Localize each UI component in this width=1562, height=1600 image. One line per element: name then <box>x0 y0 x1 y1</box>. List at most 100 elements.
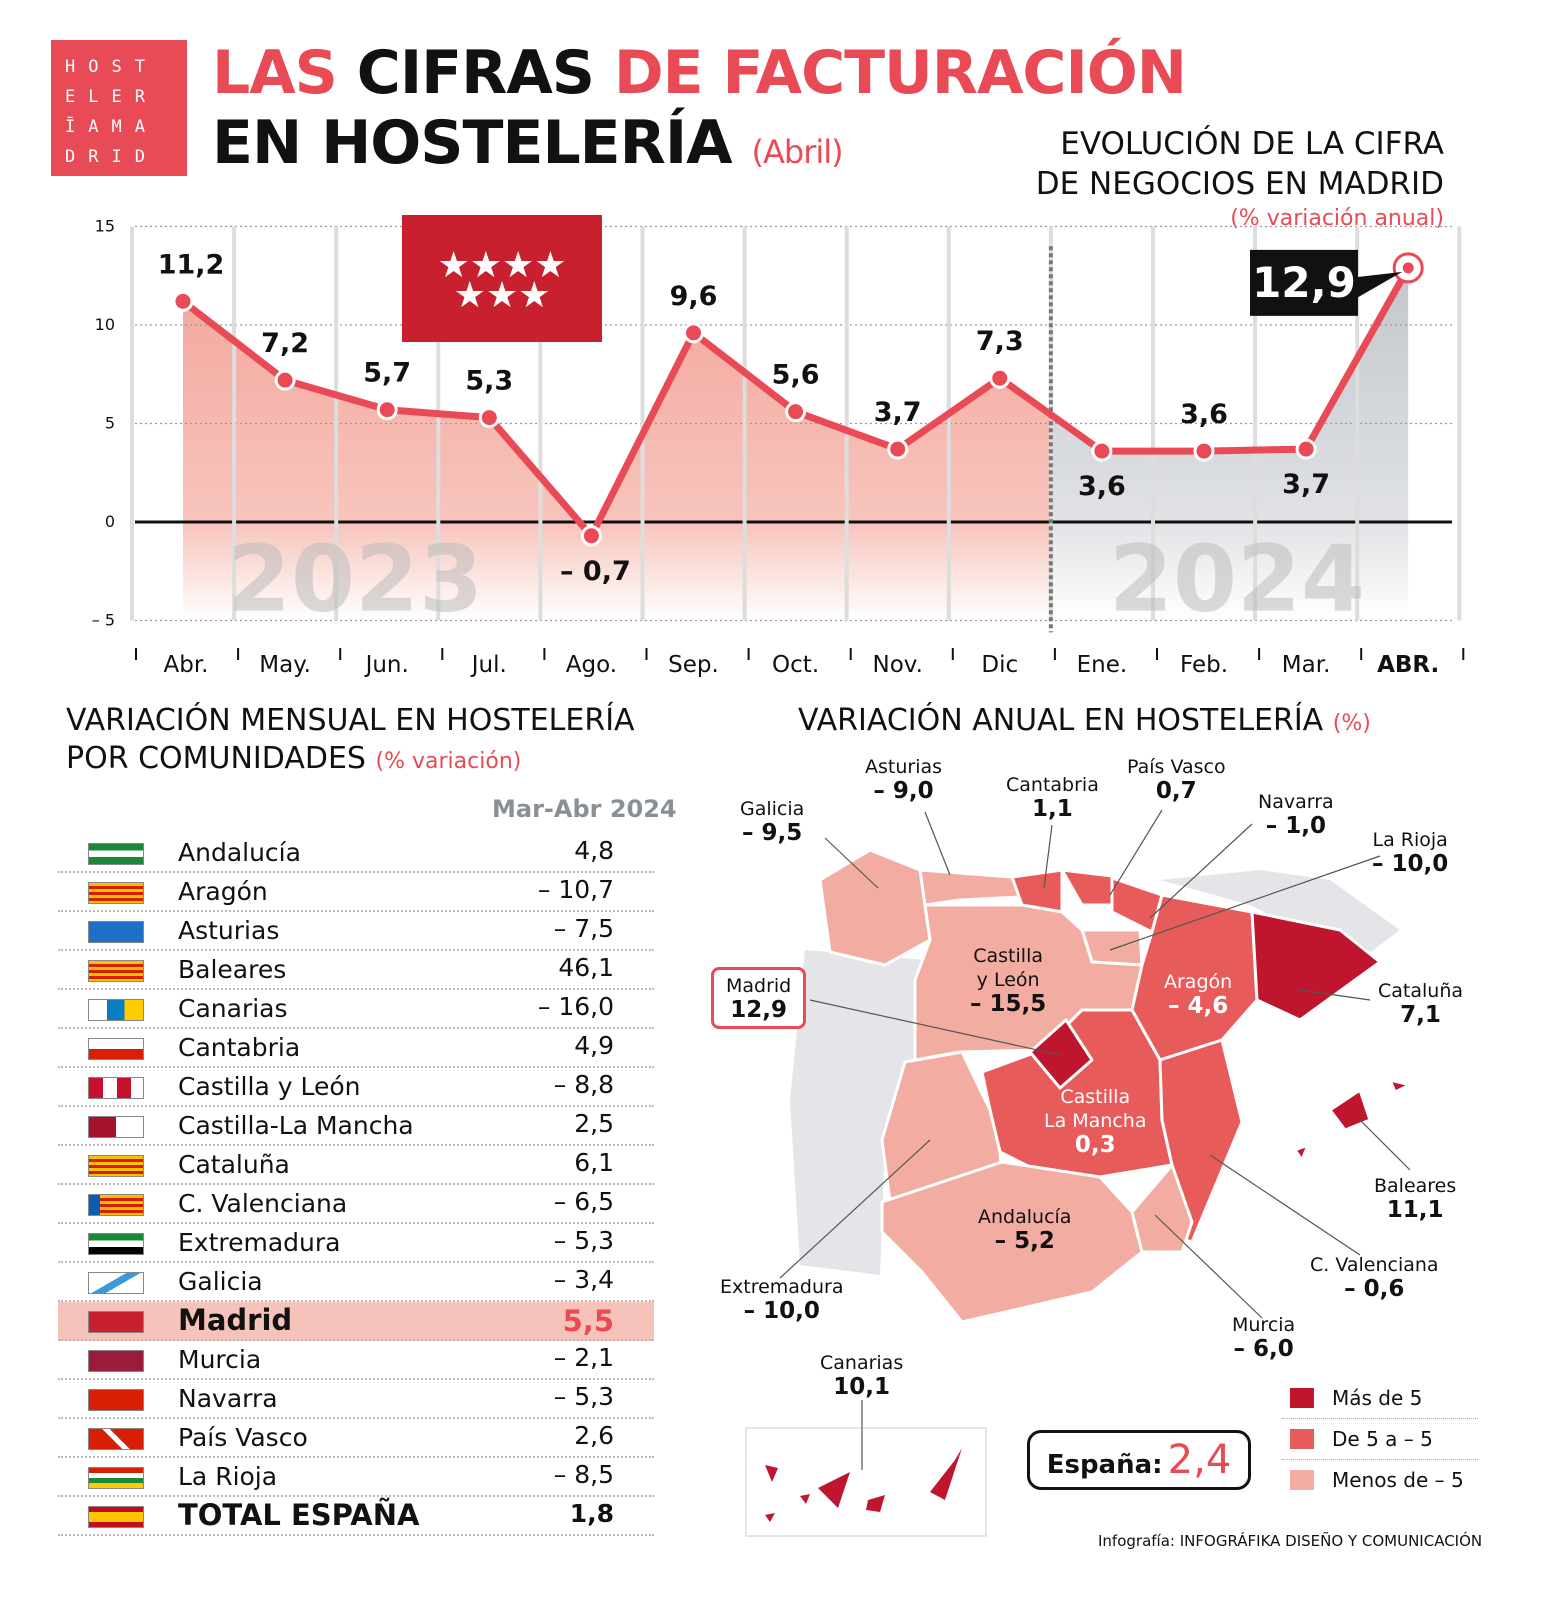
region-value: 1,1 <box>1032 796 1073 822</box>
community-name: Madrid <box>178 1303 293 1337</box>
map-label-canarias: Canarias 10,1 <box>820 1351 903 1399</box>
data-point <box>478 407 500 429</box>
region-name: C. Valenciana <box>1310 1254 1439 1276</box>
espana-total-box: España: 2,4 <box>1027 1430 1251 1490</box>
region-name: Castilla <box>973 945 1043 967</box>
data-point <box>1295 438 1317 460</box>
region-name: y León <box>976 969 1040 991</box>
credit-prefix: Infografía: <box>1098 1532 1175 1550</box>
data-point <box>683 322 704 344</box>
flag-icon-baleares <box>88 960 144 982</box>
x-tick-label: Sep. <box>668 652 719 678</box>
data-point <box>376 399 398 421</box>
community-name: La Rioja <box>178 1462 278 1491</box>
table-row: Castilla-La Mancha 2,5 <box>58 1107 654 1146</box>
flag-icon-cataluna <box>88 1155 144 1177</box>
flag-icon-espana <box>88 1506 144 1528</box>
y-tick-label: 5 <box>105 414 115 433</box>
community-value: 46,1 <box>558 953 614 982</box>
legend-swatch <box>1290 1388 1314 1408</box>
region-value: 10,1 <box>833 1374 890 1400</box>
region-andalucia <box>880 1160 1144 1324</box>
community-name: Cataluña <box>178 1150 290 1179</box>
legend-label: Menos de – 5 <box>1332 1468 1464 1492</box>
community-name: Castilla y León <box>178 1072 361 1101</box>
region-name: País Vasco <box>1127 756 1226 778</box>
community-value: – 5,3 <box>553 1226 614 1255</box>
data-point <box>172 290 194 312</box>
data-label: 3,6 <box>1180 399 1228 430</box>
x-tick-label: ABR. <box>1377 652 1439 678</box>
map-label-c-valenciana: C. Valenciana – 0,6 <box>1310 1253 1439 1301</box>
map-label-andalucia: Andalucía – 5,2 <box>978 1205 1071 1253</box>
table-row: Aragón – 10,7 <box>58 873 654 912</box>
table-row: La Rioja – 8,5 <box>58 1458 654 1497</box>
chart-title-line: EVOLUCIÓN DE LA CIFRA <box>1060 126 1444 162</box>
community-value: 1,8 <box>569 1499 614 1528</box>
section-title-line: VARIACIÓN MENSUAL EN HOSTELERÍA <box>66 703 635 738</box>
region-asturias <box>918 868 1022 907</box>
column-header: Mar-Abr 2024 <box>492 795 677 823</box>
region-value: 11,1 <box>1386 1197 1444 1223</box>
table-row: Andalucía 4,8 <box>58 834 654 873</box>
flag-icon-valencia <box>88 1194 144 1216</box>
region-murcia <box>1130 1163 1194 1254</box>
title-part: LAS <box>212 38 338 108</box>
section-title-suffix: (%) <box>1332 711 1371 736</box>
community-value: 4,9 <box>574 1031 614 1060</box>
region-name: Andalucía <box>978 1206 1072 1228</box>
community-name: TOTAL ESPAÑA <box>178 1498 420 1532</box>
x-tick-label: Jul. <box>470 652 507 678</box>
region-value: 0,7 <box>1155 778 1197 804</box>
map-label-madrid: Madrid 12,9 <box>711 967 807 1029</box>
community-name: País Vasco <box>178 1423 308 1452</box>
flag-icon-rioja <box>88 1467 144 1489</box>
y-tick-label: 10 <box>95 315 115 334</box>
line-chart: 15 10 5 0 – 5 2023 2024 11,2 Abr. 7,2 May. 5,7 Jun. 5… <box>92 217 1465 678</box>
community-name: Baleares <box>178 955 287 984</box>
region-name: Cataluña <box>1378 980 1464 1002</box>
table-row: TOTAL ESPAÑA 1,8 <box>58 1497 654 1536</box>
data-label: 12,9 <box>1252 258 1356 307</box>
flag-icon-aragon <box>88 882 144 904</box>
section-title-line: POR COMUNIDADES <box>66 741 366 776</box>
legend-label: De 5 a – 5 <box>1332 1427 1433 1451</box>
region-value: – 5,2 <box>994 1228 1055 1254</box>
region-galicia <box>818 848 932 967</box>
year-watermark: 2024 <box>1109 526 1365 633</box>
legend-item: Más de 5 <box>1282 1378 1478 1419</box>
data-label: 9,6 <box>670 281 718 312</box>
community-value: – 8,8 <box>553 1070 614 1099</box>
region-value: 12,9 <box>730 997 787 1023</box>
community-value: – 16,0 <box>537 992 614 1021</box>
data-point <box>1091 440 1113 462</box>
chart-title: EVOLUCIÓN DE LA CIFRA DE NEGOCIOS EN MADR… <box>1036 124 1444 204</box>
flag-icon-cyl <box>88 1077 144 1099</box>
community-value: 2,5 <box>574 1109 614 1138</box>
region-cataluna <box>1250 910 1382 1022</box>
community-name: Aragón <box>178 877 268 906</box>
legend-label: Más de 5 <box>1332 1386 1423 1410</box>
community-value: – 10,7 <box>537 875 614 904</box>
flag-icon-andalucia <box>88 843 144 865</box>
portugal-shape <box>790 950 925 1275</box>
community-name: Galicia <box>178 1267 263 1296</box>
title-suffix: (Abril) <box>751 133 844 171</box>
legend-item: Menos de – 5 <box>1282 1460 1478 1501</box>
community-value: 2,6 <box>574 1421 614 1450</box>
region-pais-vasco <box>1060 868 1114 907</box>
region-value: – 9,5 <box>742 820 803 846</box>
monthly-section-title: VARIACIÓN MENSUAL EN HOSTELERÍA POR COMUN… <box>66 702 635 781</box>
community-value: 4,8 <box>574 836 614 865</box>
highlight-box <box>1250 249 1358 316</box>
region-madrid <box>1028 1018 1094 1090</box>
logo-line: ĪAMA <box>65 117 158 137</box>
x-tick-label: Nov. <box>872 652 922 678</box>
data-point <box>580 525 602 547</box>
x-tick-label: Mar. <box>1282 652 1331 678</box>
region-name: Castilla <box>1060 1086 1131 1108</box>
flag-icon-asturias <box>88 921 144 943</box>
region-name: Navarra <box>1258 791 1334 813</box>
map-label-castilla-la-mancha: Castilla La Mancha 0,3 <box>1044 1085 1146 1157</box>
region-value: – 1,0 <box>1265 813 1326 839</box>
